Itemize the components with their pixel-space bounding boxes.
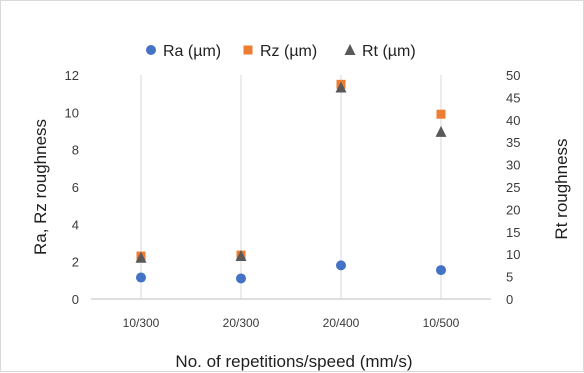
y-tick-label-right: 20 bbox=[506, 202, 520, 217]
y-tick-label-right: 10 bbox=[506, 247, 520, 262]
data-point-rt bbox=[335, 81, 347, 93]
y-tick-label-right: 35 bbox=[506, 135, 520, 150]
y-axis-title-left: Ra, Rz roughness bbox=[31, 119, 50, 255]
data-point-rt bbox=[135, 251, 147, 263]
y-tick-label-left: 0 bbox=[72, 292, 79, 307]
x-axis-title: No. of repetitions/speed (mm/s) bbox=[175, 352, 412, 371]
legend-marker-rt bbox=[344, 44, 356, 55]
data-point-ra bbox=[436, 265, 446, 276]
y-tick-label-right: 25 bbox=[506, 180, 520, 195]
y-tick-label-left: 6 bbox=[72, 180, 79, 195]
data-point-rz bbox=[436, 109, 446, 119]
data-point-ra bbox=[236, 273, 246, 284]
y-axis-title-right: Rt roughness bbox=[552, 138, 571, 239]
legend-label: Rz (µm) bbox=[260, 43, 317, 60]
y-tick-label-right: 5 bbox=[506, 270, 513, 285]
data-point-ra bbox=[136, 272, 146, 283]
data-point-ra bbox=[336, 260, 346, 271]
x-tick-label: 10/500 bbox=[423, 316, 460, 330]
x-tick-label: 20/300 bbox=[223, 316, 260, 330]
y-tick-label-left: 12 bbox=[65, 68, 79, 83]
data-point-rt bbox=[435, 125, 447, 137]
legend-label: Ra (µm) bbox=[163, 43, 221, 60]
y-tick-label-right: 30 bbox=[506, 158, 520, 173]
y-tick-label-right: 40 bbox=[506, 113, 520, 128]
y-tick-label-right: 15 bbox=[506, 225, 520, 240]
data-point-rt bbox=[235, 249, 247, 261]
y-tick-label-left: 4 bbox=[72, 217, 79, 232]
y-tick-label-left: 8 bbox=[72, 143, 79, 158]
legend-marker-rz bbox=[243, 45, 253, 55]
y-tick-label-left: 2 bbox=[72, 255, 79, 270]
x-tick-label: 20/400 bbox=[323, 316, 360, 330]
y-tick-label-right: 45 bbox=[506, 90, 520, 105]
x-tick-label: 10/300 bbox=[123, 316, 160, 330]
y-tick-label-right: 50 bbox=[506, 68, 520, 83]
legend-label: Rt (µm) bbox=[362, 43, 416, 60]
legend-marker-ra bbox=[146, 45, 156, 55]
y-tick-label-right: 0 bbox=[506, 292, 513, 307]
y-tick-label-left: 10 bbox=[65, 105, 79, 120]
